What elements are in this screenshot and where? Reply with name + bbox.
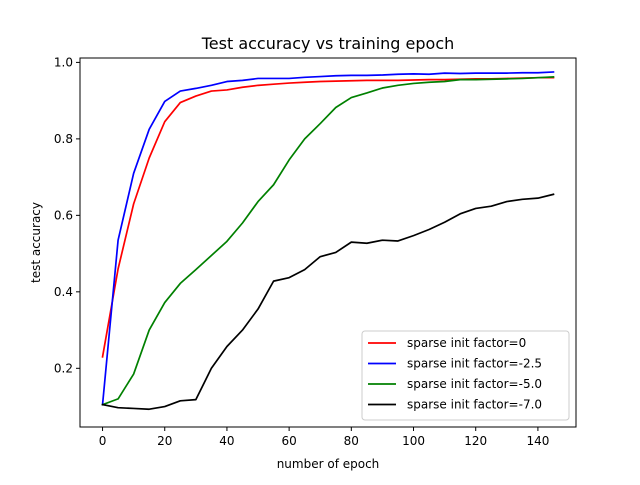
series-line-1 [101, 71, 555, 406]
legend: sparse init factor=0 sparse init factor=-… [361, 330, 570, 421]
chart-title: Test accuracy vs training epoch [201, 34, 455, 53]
legend-label-3: sparse init factor=-7.0 [407, 398, 542, 412]
y-axis-ticks: 0.2 0.4 0.6 0.8 1.0 [54, 55, 80, 375]
legend-label-1: sparse init factor=-2.5 [407, 357, 542, 371]
plot-frame [79, 57, 577, 428]
series-line-2 [101, 76, 555, 406]
y-tick-label: 1.0 [54, 55, 73, 69]
x-tick-label: 100 [402, 434, 425, 448]
legend-label-0: sparse init factor=0 [407, 336, 526, 350]
x-tick-label: 140 [526, 434, 549, 448]
x-tick-label: 40 [219, 434, 234, 448]
x-tick-label: 20 [157, 434, 172, 448]
y-tick-label: 0.2 [54, 361, 73, 375]
x-tick-label: 120 [464, 434, 487, 448]
legend-box [361, 330, 570, 421]
y-tick-label: 0.8 [54, 132, 73, 146]
y-tick-label: 0.4 [54, 285, 73, 299]
y-tick-label: 0.6 [54, 208, 73, 222]
x-tick-label: 60 [281, 434, 296, 448]
y-axis-label: test accuracy [29, 202, 43, 283]
series-line-3 [101, 193, 555, 411]
x-axis-label: number of epoch [277, 457, 380, 471]
x-tick-label: 80 [344, 434, 359, 448]
x-tick-label: 0 [99, 434, 107, 448]
legend-label-2: sparse init factor=-5.0 [407, 377, 542, 391]
series-lines [101, 71, 555, 411]
x-axis-ticks: 0 20 40 60 80 100 120 140 [99, 427, 549, 448]
